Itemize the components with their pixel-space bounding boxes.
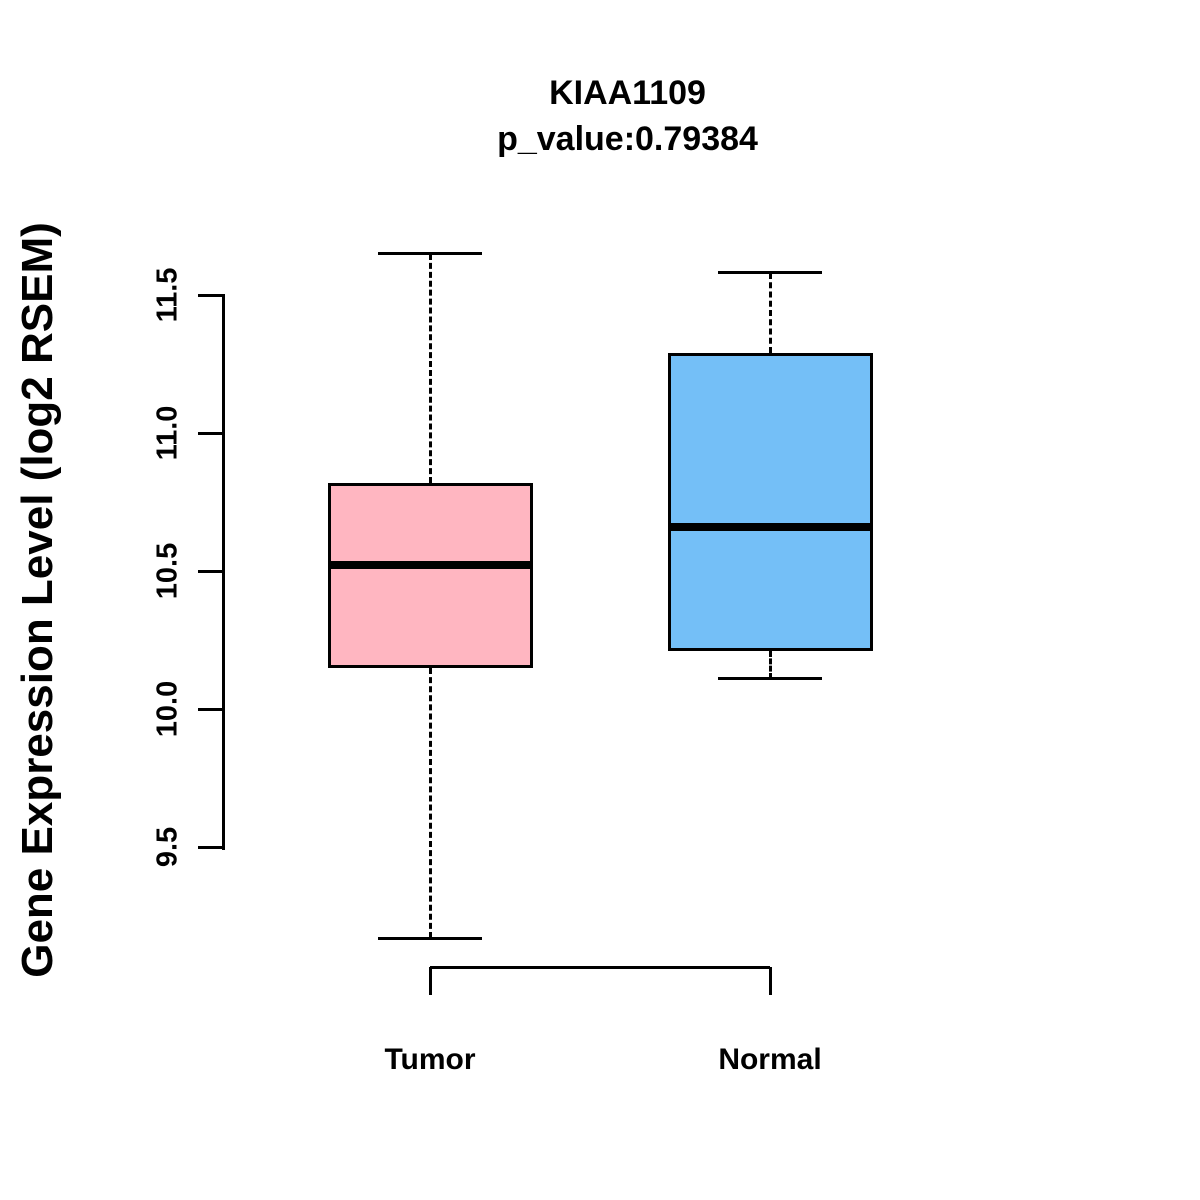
box-tumor xyxy=(327,482,533,668)
whisker-cap-high-tumor xyxy=(378,252,482,256)
x-tick-tumor xyxy=(428,967,432,995)
chart-title-block: KIAA1109 p_value:0.79384 xyxy=(255,70,1000,162)
y-tick xyxy=(198,569,225,573)
y-tick-label: 11.0 xyxy=(151,405,184,461)
median-line-normal xyxy=(667,522,873,531)
whisker-cap-high-normal xyxy=(718,271,822,275)
box-normal xyxy=(667,352,873,652)
median-line-tumor xyxy=(327,561,533,570)
p-value-subtitle: p_value:0.79384 xyxy=(497,120,758,158)
y-tick-label: 10.0 xyxy=(151,680,184,738)
whisker-upper-tumor xyxy=(428,253,432,483)
y-tick xyxy=(198,707,225,711)
x-tick-label-normal: Normal xyxy=(718,1043,822,1076)
y-axis-line xyxy=(222,295,225,850)
y-tick-label: 10.5 xyxy=(151,542,184,600)
whisker-cap-low-normal xyxy=(718,677,822,681)
whisker-lower-normal xyxy=(768,651,772,679)
chart-title: KIAA1109 xyxy=(549,74,706,112)
whisker-upper-normal xyxy=(768,272,772,353)
x-tick-label-tumor: Tumor xyxy=(384,1043,476,1076)
y-tick-label: 11.5 xyxy=(151,267,184,323)
x-axis-line xyxy=(430,966,770,969)
whisker-lower-tumor xyxy=(428,667,432,939)
whisker-cap-low-tumor xyxy=(378,936,482,940)
y-tick-label: 9.5 xyxy=(151,826,184,868)
x-tick-normal xyxy=(768,967,772,995)
y-tick xyxy=(198,431,225,435)
y-axis-title: Gene Expression Level (log2 RSEM) xyxy=(13,222,62,978)
y-tick xyxy=(198,293,225,297)
y-tick xyxy=(198,845,225,849)
